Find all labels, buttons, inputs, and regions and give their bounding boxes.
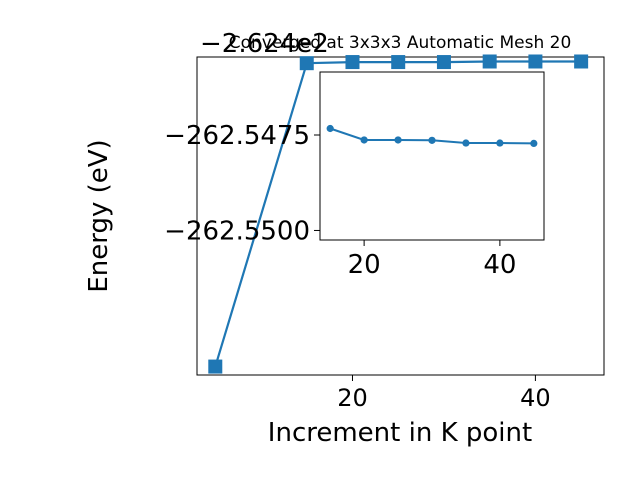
main-series-markers [208,54,589,374]
main-data-point [482,54,497,69]
inset-data-point [530,139,538,147]
inset-data-point [496,139,504,147]
inset-x-ticks: 20 40 [348,240,516,280]
inset-x-tick-label: 40 [483,250,516,280]
main-data-point [574,54,589,69]
inset-x-tick-label: 20 [348,250,381,280]
inset-data-point [360,136,368,144]
main-x-ticks: 20 40 [337,375,551,412]
main-series-line [214,60,582,367]
inset-series-markers [326,124,538,147]
inset-data-point [462,139,470,147]
inset-y-ticks: −262.5475 −262.5500 [164,121,320,246]
inset-data-point [326,124,334,133]
inset-y-tick-label: −262.5475 [164,121,310,151]
inset-data-point [394,136,402,144]
main-data-point [208,359,223,374]
inset-background [320,72,544,240]
inset-data-point [428,136,436,144]
main-data-point [391,55,406,70]
main-title: Converged at 3x3x3 Automatic Mesh 20 [229,33,572,53]
main-x-axis-label: Increment in K point [268,418,532,448]
inset-y-tick-label: −262.5500 [164,216,310,246]
main-data-point [528,54,543,69]
main-x-tick-label: 20 [337,384,368,412]
main-x-tick-label: 40 [520,384,551,412]
inset-plot: 20 40 −262.5475−262.5500 [164,71,545,280]
main-data-point [436,55,451,70]
main-data-point [345,55,360,70]
inset-axes-frame [319,71,545,241]
main-y-offset-text: −2.624e2 [200,29,329,59]
main-y-axis-label: Energy (eV) [84,139,114,292]
main-data-point [299,56,314,71]
